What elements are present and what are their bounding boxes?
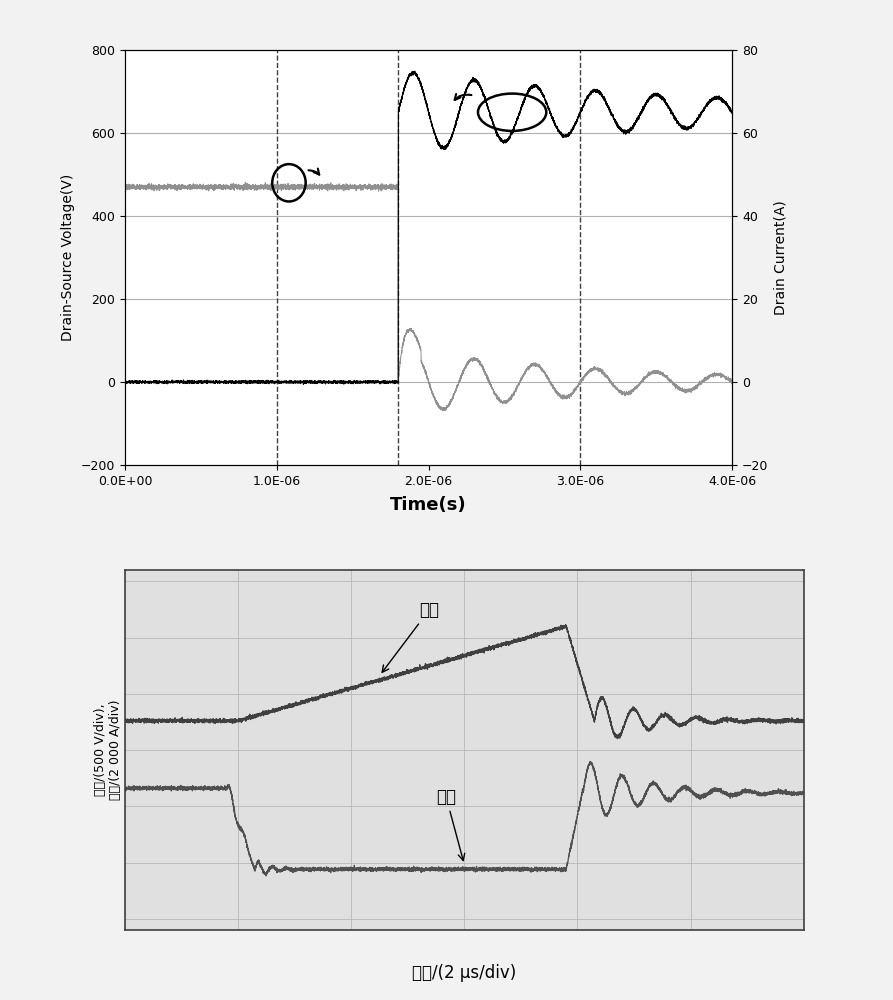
Text: 时间/(2 μs/div): 时间/(2 μs/div) (413, 964, 516, 982)
Y-axis label: Drain-Source Voltage(V): Drain-Source Voltage(V) (62, 174, 75, 341)
Text: 电压: 电压 (436, 788, 464, 861)
Y-axis label: Drain Current(A): Drain Current(A) (774, 200, 788, 315)
Y-axis label: 电压/(500 V/div),
电流/(2 000 A/div): 电压/(500 V/div), 电流/(2 000 A/div) (95, 700, 122, 800)
X-axis label: Time(s): Time(s) (390, 496, 467, 514)
Text: 电流: 电流 (382, 601, 439, 672)
